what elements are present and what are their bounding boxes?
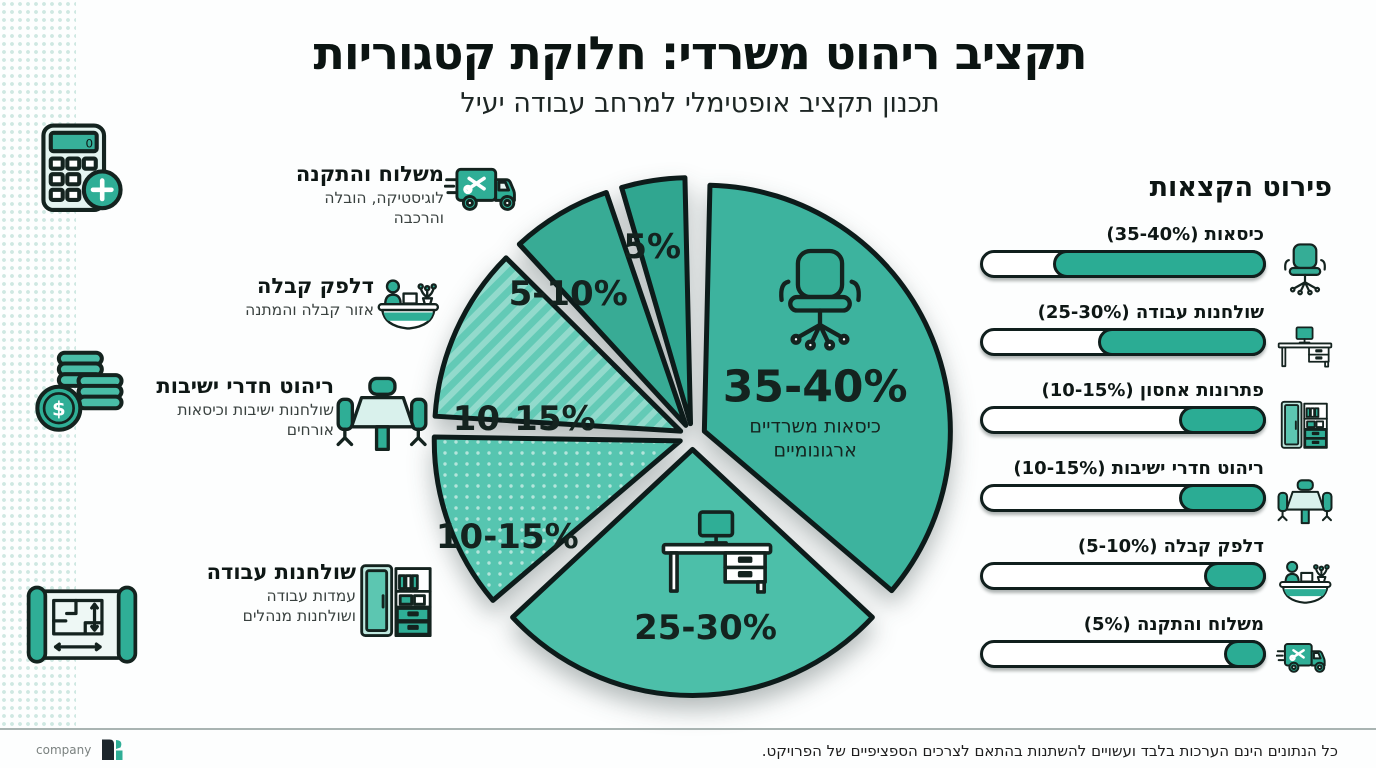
pie-slice bbox=[431, 434, 683, 603]
office-chair-icon bbox=[1276, 242, 1334, 296]
category-subtitle: שולחנות ישיבות וכיסאות אורחים bbox=[177, 401, 334, 440]
allocation-label: משלוח והתקנה (5%) bbox=[1083, 614, 1264, 635]
allocation-label: ריהוט חדרי ישיבות (10-15%) bbox=[1013, 458, 1264, 479]
allocation-row: פתרונות אחסון (10-15%) bbox=[980, 380, 1342, 452]
company-logo bbox=[97, 736, 127, 764]
page-subtitle: תכנון תקציב אופטימלי למרחב עבודה יעיל bbox=[460, 88, 940, 119]
company-label: company bbox=[36, 743, 92, 757]
allocation-bar-track bbox=[980, 328, 1266, 356]
allocation-label: שולחנות עבודה (25-30%) bbox=[1037, 302, 1264, 323]
category-subtitle: אזור קבלה והמתנה bbox=[245, 301, 374, 319]
allocation-label: דלפק קבלה (5-10%) bbox=[1077, 536, 1264, 557]
allocation-bar-fill bbox=[1052, 250, 1266, 278]
allocation-bar-fill bbox=[1204, 562, 1266, 590]
allocation-row: דלפק קבלה (5-10%) bbox=[980, 536, 1342, 608]
allocation-bar-fill bbox=[1178, 484, 1266, 512]
category-labels: משלוח והתקנה לוגיסטיקה, הובלה והרכבה דלפ… bbox=[156, 0, 540, 730]
desk-icon bbox=[1276, 320, 1334, 374]
category-row: ריהוט חדרי ישיבות שולחנות ישיבות וכיסאות… bbox=[156, 372, 436, 460]
pie-slice bbox=[516, 190, 689, 428]
category-title: שולחנות עבודה bbox=[206, 560, 356, 584]
meeting-table-icon bbox=[334, 372, 430, 460]
blueprint-icon bbox=[24, 580, 140, 673]
category-title: ריהוט חדרי ישיבות bbox=[156, 374, 334, 398]
meeting-table-icon bbox=[1276, 476, 1334, 530]
allocation-label: כיסאות (35-40%) bbox=[1106, 224, 1264, 245]
footer-divider bbox=[0, 728, 1376, 730]
page-title: תקציב ריהוט משרדי: חלוקת קטגוריות bbox=[313, 26, 1087, 80]
allocation-bar-fill bbox=[1223, 640, 1266, 668]
allocation-label: פתרונות אחסון (10-15%) bbox=[1041, 380, 1264, 401]
money-coins-icon bbox=[32, 348, 126, 438]
calculator-plus-icon bbox=[36, 120, 128, 221]
allocations-panel: פירוט הקצאות כיסאות (35-40%) שולחנות עבו… bbox=[980, 172, 1342, 712]
allocation-bar-track bbox=[980, 250, 1266, 278]
storage-cabinet-icon bbox=[1276, 398, 1334, 452]
header: תקציב ריהוט משרדי: חלוקת קטגוריות תכנון … bbox=[240, 26, 1160, 119]
allocation-bar-fill bbox=[1097, 328, 1266, 356]
pie-slice bbox=[432, 255, 684, 434]
pie-slice bbox=[701, 182, 953, 594]
allocation-bar-track bbox=[980, 640, 1266, 668]
pie-slice bbox=[510, 447, 875, 698]
category-row: משלוח והתקנה לוגיסטיקה, הובלה והרכבה bbox=[279, 160, 534, 228]
company-branding: company bbox=[36, 736, 127, 764]
pie-slice bbox=[619, 175, 694, 427]
allocation-row: שולחנות עבודה (25-30%) bbox=[980, 302, 1342, 374]
allocation-bar-track bbox=[980, 406, 1266, 434]
category-row: שולחנות עבודה עמדות עבודה ושולחנות מנהלי… bbox=[207, 558, 444, 644]
pie-chart: 35-40% כיסאות משרדיים ארגונומיים 25-30% 10-… bbox=[420, 164, 965, 709]
allocation-bar-track bbox=[980, 484, 1266, 512]
allocation-row: משלוח והתקנה (5%) bbox=[980, 614, 1342, 686]
allocations-title: פירוט הקצאות bbox=[1149, 172, 1332, 203]
category-title: דלפק קבלה bbox=[256, 274, 374, 298]
reception-desk-icon bbox=[1276, 554, 1334, 608]
allocation-row: כיסאות (35-40%) bbox=[980, 224, 1342, 296]
category-title: משלוח והתקנה bbox=[295, 162, 444, 186]
category-subtitle: עמדות עבודה ושולחנות מנהלים bbox=[242, 587, 356, 626]
delivery-truck-icon bbox=[1276, 632, 1334, 686]
category-row: דלפק קבלה אזור קבלה והמתנה bbox=[245, 272, 448, 334]
disclaimer-text: כל הנתונים הינם הערכות בלבד ועשויים להשת… bbox=[761, 742, 1338, 760]
category-subtitle: לוגיסטיקה, הובלה והרכבה bbox=[324, 189, 444, 228]
allocation-row: ריהוט חדרי ישיבות (10-15%) bbox=[980, 458, 1342, 530]
allocation-bar-track bbox=[980, 562, 1266, 590]
allocation-bar-fill bbox=[1178, 406, 1266, 434]
